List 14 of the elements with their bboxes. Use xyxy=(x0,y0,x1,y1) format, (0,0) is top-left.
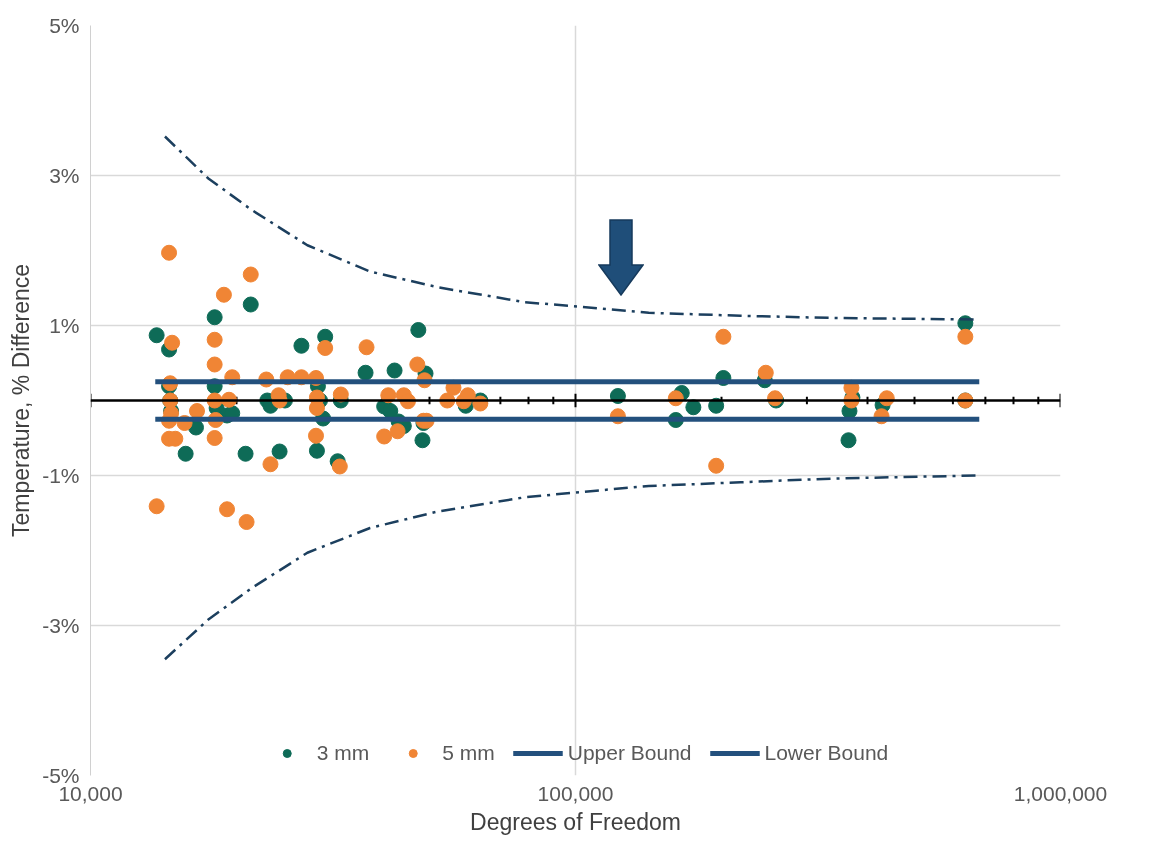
x-tick-label: 1,000,000 xyxy=(1013,781,1108,805)
y-tick-label: -5% xyxy=(42,764,80,787)
y-tick-label: -1% xyxy=(42,464,80,487)
legend-label: Lower Bound xyxy=(764,741,889,765)
y-axis-title: Temperature, % Difference xyxy=(8,263,35,538)
y-tick-label: -3% xyxy=(42,614,80,637)
x-tick-label: 100,000 xyxy=(537,781,614,805)
legend-label: Upper Bound xyxy=(567,741,692,765)
y-tick-label: 5% xyxy=(49,14,80,37)
y-tick-label: 1% xyxy=(49,314,80,337)
legend-label: 5 mm xyxy=(442,741,495,765)
x-axis-title: Degrees of Freedom xyxy=(470,808,681,835)
y-tick-label: 3% xyxy=(49,164,80,187)
legend-label: 3 mm xyxy=(316,741,370,765)
